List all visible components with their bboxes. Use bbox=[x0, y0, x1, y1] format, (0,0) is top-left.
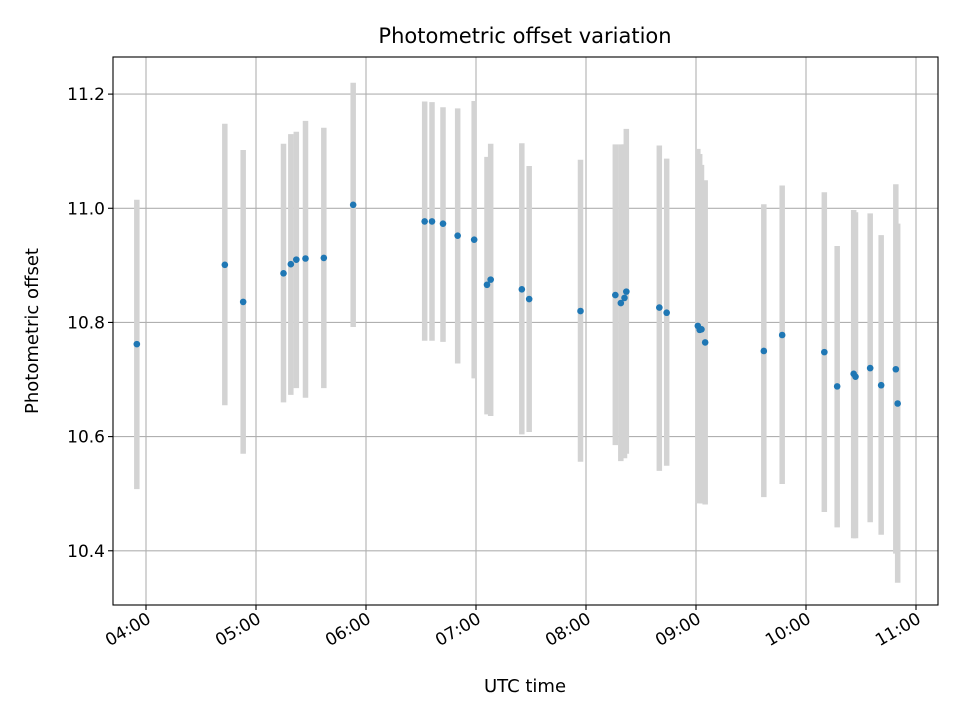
data-point bbox=[518, 286, 526, 293]
y-tick-label: 10.8 bbox=[67, 313, 105, 333]
data-point bbox=[877, 381, 885, 389]
data-point bbox=[439, 220, 447, 227]
data-point bbox=[302, 255, 309, 262]
data-point bbox=[894, 400, 901, 407]
grid-lines bbox=[113, 57, 938, 605]
data-points bbox=[133, 201, 901, 407]
data-point bbox=[421, 218, 428, 225]
data-point bbox=[349, 201, 357, 209]
data-point bbox=[221, 261, 229, 269]
data-point bbox=[866, 364, 874, 372]
data-point bbox=[280, 270, 287, 277]
data-point bbox=[470, 236, 478, 243]
data-point bbox=[623, 288, 630, 295]
plot-frame bbox=[112, 56, 939, 606]
data-point bbox=[892, 365, 900, 373]
y-tick-label: 11.0 bbox=[67, 199, 105, 219]
data-point bbox=[621, 294, 628, 302]
data-point bbox=[760, 347, 768, 355]
data-point bbox=[454, 232, 461, 239]
data-point bbox=[239, 298, 247, 306]
data-point bbox=[320, 254, 328, 262]
data-point bbox=[287, 260, 295, 268]
data-point bbox=[483, 281, 491, 289]
data-point bbox=[617, 299, 625, 307]
data-point bbox=[133, 340, 141, 348]
chart-title: Photometric offset variation bbox=[378, 24, 671, 48]
data-point bbox=[577, 307, 584, 315]
y-tick-label: 11.2 bbox=[67, 85, 105, 105]
data-point bbox=[698, 325, 705, 333]
data-point bbox=[821, 348, 828, 356]
data-point bbox=[293, 256, 300, 263]
x-axis-label: UTC time bbox=[484, 676, 566, 697]
y-tick-label: 10.6 bbox=[67, 428, 105, 448]
data-point bbox=[428, 218, 436, 225]
data-point bbox=[487, 276, 494, 283]
data-point bbox=[701, 339, 709, 346]
y-tick-label: 10.4 bbox=[67, 542, 105, 562]
y-axis-ticks: 10.4 10.6 10.8 11.0 11.2 bbox=[67, 85, 113, 562]
data-point bbox=[778, 331, 786, 339]
data-point bbox=[656, 304, 663, 311]
data-point bbox=[612, 291, 619, 299]
data-point bbox=[852, 373, 859, 380]
data-point bbox=[525, 295, 533, 303]
data-point bbox=[833, 383, 841, 390]
y-axis-label: Photometric offset bbox=[22, 248, 43, 414]
data-point bbox=[663, 309, 670, 317]
